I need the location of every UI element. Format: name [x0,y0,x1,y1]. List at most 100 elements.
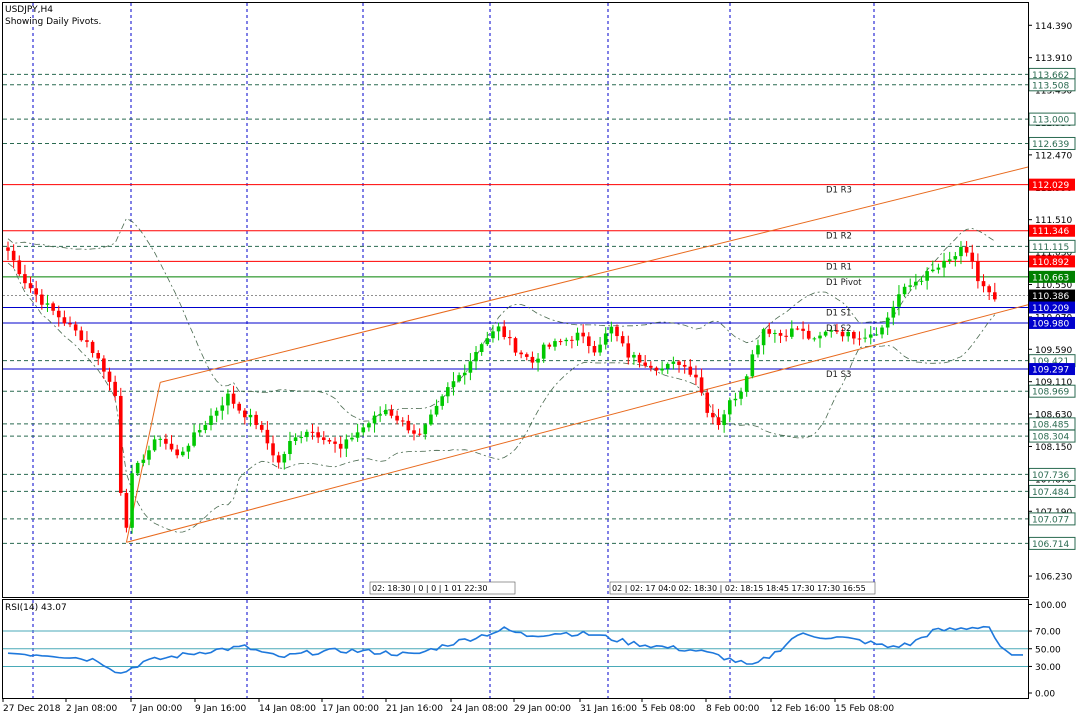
candle-body [479,344,484,353]
candle-body [806,330,811,339]
candle-body [299,437,304,439]
pivot-price-tag [1029,301,1075,314]
pivot-price-tag [1029,224,1075,237]
candle-body [265,429,270,444]
x-tick-label: 17 Jan 00:00 [322,704,379,714]
horizontal-level-value: 111.115 [1032,243,1069,253]
candle-body [85,340,89,342]
y-tick-label: 109.110 [1035,378,1072,388]
candle-body [28,283,33,289]
current-price-value: 110.386 [1032,292,1069,302]
pivot-label: D1 S2 [826,324,851,334]
candle-body [919,280,924,282]
candle-body [338,443,343,449]
candle-body [981,281,986,287]
candle-body [248,414,253,418]
candle-body [164,438,168,444]
candle-body [902,286,907,295]
candle-body [508,336,512,339]
candle-body [62,317,67,324]
candle-body [773,333,777,335]
candle-body [79,330,84,341]
candle-body [632,354,636,358]
candle-body [11,250,16,261]
candle-body [654,367,659,371]
candle-body [993,292,997,300]
candle-body [558,341,563,343]
y-tick-label: 114.390 [1035,22,1072,32]
candle-body [355,432,360,438]
candle-body [575,332,580,341]
candle-body [739,391,743,399]
candle-body [73,324,78,331]
y-tick-label: 109.590 [1035,346,1072,356]
y-tick-label: 113.430 [1035,87,1072,97]
candle-body [553,341,557,347]
horizontal-level-value: 107.077 [1032,515,1069,525]
x-tick-label: 9 Jan 16:00 [195,704,247,714]
rsi-tick-label: 70.00 [1035,628,1061,638]
candle-body [243,410,247,418]
candle-body [192,432,196,446]
y-tick-label: 110.550 [1035,281,1072,291]
candle-body [203,425,208,431]
horizontal-level-value: 107.736 [1032,471,1069,481]
pivot-price-value: 112.029 [1032,181,1069,191]
candle-body [801,328,805,331]
candle-body [694,374,698,378]
y-tick-label: 108.150 [1035,443,1072,453]
pivot-price-tag [1029,363,1075,376]
candle-body [333,441,337,444]
pivot-price-tag [1029,270,1075,283]
rsi-tick-label: 50.00 [1035,645,1061,655]
candle-body [970,252,975,262]
chart-subtitle: Showing Daily Pivots. [5,17,101,27]
candle-body [220,405,225,411]
candle-body [147,450,151,460]
candle-body [598,344,602,353]
pivot-label: D1 Pivot [826,278,862,288]
candle-body [660,368,664,371]
candle-body [942,260,946,268]
pivot-price-tag [1029,316,1075,329]
rsi-tick-label: 100.00 [1035,601,1067,611]
candle-body [795,328,800,330]
y-tick-label: 106.230 [1035,573,1072,583]
candle-body [491,331,495,339]
candle-body [209,415,213,426]
candle-body [485,338,490,345]
pivot-label: D1 S3 [826,370,851,380]
candle-body [23,274,27,284]
candle-body [818,335,822,339]
pivot-price-tag [1029,255,1075,268]
session-labels-right: 02 | 02: 17 04:0 02: 18:30 | 02: 18:15 1… [612,584,866,593]
candle-body [897,294,901,307]
candle-body [705,392,710,413]
channel-upper-line [160,166,1029,383]
candle-body [186,445,191,452]
candle-body [440,396,444,406]
candle-body [361,427,366,433]
candle-body [874,334,879,336]
candle-body [344,439,349,449]
candle-body [547,344,552,347]
y-tick-label: 113.910 [1035,54,1072,64]
chart-title: USDJPY,H4 [5,5,53,15]
x-tick-label: 31 Jan 16:00 [580,704,637,714]
candle-body [96,352,101,359]
candle-body [868,334,873,338]
candle-body [744,376,749,392]
pivot-price-value: 111.346 [1032,227,1069,237]
candle-body [671,361,676,364]
candle-body [17,260,22,275]
x-tick-label: 2 Jan 08:00 [66,704,118,714]
candle-body [587,336,591,347]
candle-body [158,438,163,440]
candle-body [113,381,117,396]
candle-body [750,354,755,377]
candle-body [389,409,394,416]
candle-body [925,271,929,281]
candle-body [169,443,174,450]
